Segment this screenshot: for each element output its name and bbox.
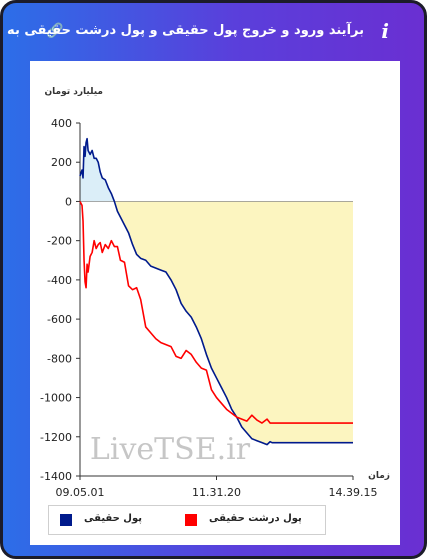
y-tick-label: -1200 <box>40 431 72 444</box>
x-tick-label: 09.05.01 <box>56 486 105 499</box>
negative-area-fill <box>114 201 353 445</box>
legend-label-big-real: پول درشت حقیقی <box>209 513 302 524</box>
y-tick-label: -600 <box>47 313 72 326</box>
y-axis-label: میلیارد تومان <box>44 87 103 97</box>
watermark: LiveTSE.ir <box>90 432 251 467</box>
x-tick-label: 11.31.20 <box>192 486 241 499</box>
y-tick-label: -400 <box>47 274 72 287</box>
axes: 400 200 0 -200 -400 -600 -800 -1000 -1200 -1400 09… <box>40 117 377 499</box>
legend-swatch-real <box>60 514 72 526</box>
chart-svg: 400 200 0 -200 -400 -600 -800 -1000 -1200 -1400 09… <box>40 87 390 499</box>
legend-label-real: پول حقیقی <box>84 513 142 524</box>
series-lines <box>79 137 353 446</box>
y-tick-label: -800 <box>47 352 72 365</box>
y-tick-label: -1400 <box>40 470 72 483</box>
info-icon[interactable]: i <box>381 19 389 43</box>
chart-title: برآیند ورود و خروج پول حقیقی و پول درشت … <box>0 23 364 38</box>
chart-panel: 400 200 0 -200 -400 -600 -800 -1000 -1200 -1400 09… <box>30 61 400 545</box>
x-axis-label: زمان <box>368 471 390 481</box>
y-tick-label: 0 <box>65 195 72 208</box>
series-line-real <box>79 137 353 446</box>
y-tick-label: 400 <box>51 117 72 130</box>
x-tick-label: 14.39.15 <box>329 486 378 499</box>
link-icon[interactable]: 🔗 <box>46 23 64 39</box>
y-tick-label: -1000 <box>40 392 72 405</box>
y-tick-label: -200 <box>47 235 72 248</box>
widget-header: 🔗 برآیند ورود و خروج پول حقیقی و پول درش… <box>3 3 424 61</box>
legend: پول درشت حقیقی پول حقیقی <box>48 505 326 535</box>
series-line-big-real <box>79 201 353 424</box>
positive-area-fill <box>80 138 115 202</box>
legend-swatch-big-real <box>185 514 197 526</box>
area-fills <box>80 138 353 445</box>
y-tick-label: 200 <box>51 156 72 169</box>
